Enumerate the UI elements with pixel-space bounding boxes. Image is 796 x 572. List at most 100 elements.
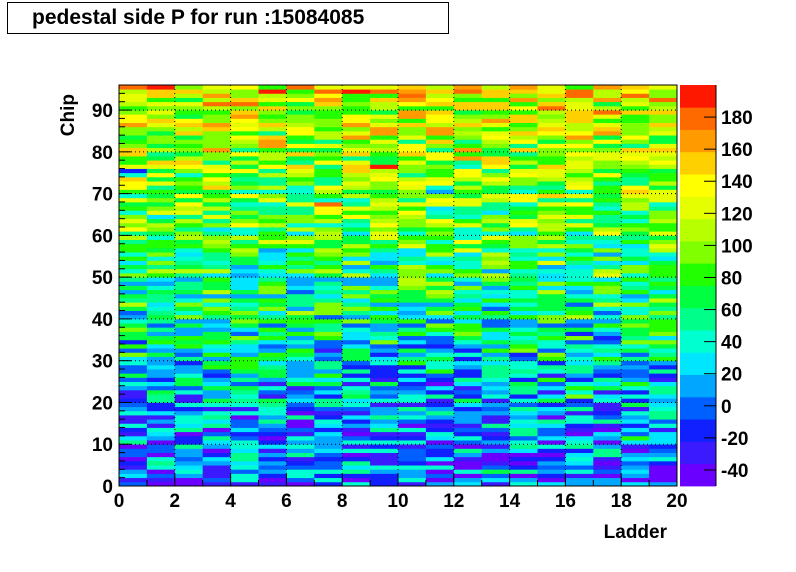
heatmap-cell — [258, 293, 287, 299]
heatmap-cell — [481, 364, 510, 370]
heatmap-cell — [453, 348, 483, 353]
heatmap-cell — [649, 394, 678, 399]
heatmap-cell — [537, 239, 566, 245]
heatmap-cell — [202, 89, 231, 94]
heatmap-cell — [425, 118, 455, 123]
heatmap-cell — [509, 385, 538, 391]
heatmap-cell — [425, 193, 455, 199]
heatmap-cell — [453, 302, 483, 307]
heatmap-cell — [649, 93, 678, 98]
heatmap-cell — [146, 268, 176, 274]
heatmap-cell — [174, 402, 204, 408]
heatmap-cell — [453, 227, 483, 232]
heatmap-cell — [146, 105, 176, 111]
heatmap-cell — [425, 481, 455, 487]
heatmap-cell — [119, 164, 148, 169]
heatmap-cell — [481, 293, 510, 299]
heatmap-cell — [119, 398, 148, 403]
heatmap-cell — [230, 247, 259, 253]
heatmap-cell — [230, 185, 259, 190]
heatmap-cell — [370, 277, 399, 282]
heatmap-cell — [230, 156, 259, 161]
heatmap-cell — [314, 130, 343, 136]
heatmap-cell — [398, 135, 427, 140]
heatmap-cell — [119, 147, 148, 153]
heatmap-cell — [342, 126, 371, 132]
heatmap-cell — [537, 318, 566, 324]
heatmap-cell — [537, 193, 566, 199]
heatmap-cell — [342, 93, 371, 98]
heatmap-cell — [286, 440, 315, 445]
heatmap-cell — [481, 402, 510, 408]
heatmap-cell — [398, 369, 427, 374]
heatmap-cell — [230, 402, 259, 408]
heatmap-cell — [398, 101, 427, 107]
heatmap-cell — [342, 189, 371, 195]
heatmap-cell — [230, 298, 259, 303]
heatmap-cell — [174, 227, 204, 232]
heatmap-cell — [621, 206, 650, 211]
heatmap-cell — [286, 314, 315, 320]
heatmap-cell — [398, 126, 427, 132]
heatmap-cell — [398, 93, 427, 98]
heatmap-cell — [453, 398, 483, 403]
heatmap-cell — [537, 414, 566, 420]
heatmap-cell — [342, 277, 371, 282]
heatmap-cell — [146, 222, 176, 228]
heatmap-cell — [202, 360, 231, 366]
heatmap-cell — [119, 373, 148, 378]
heatmap-cell — [621, 481, 650, 487]
heatmap-cell — [593, 377, 622, 382]
heatmap-cell — [593, 193, 622, 199]
heatmap-cell — [258, 139, 287, 144]
heatmap-cell — [258, 256, 287, 261]
heatmap-cell — [286, 143, 315, 149]
heatmap-cell — [202, 473, 231, 479]
heatmap-cell — [481, 448, 510, 453]
heatmap-cell — [230, 352, 259, 357]
heatmap-cell — [593, 130, 622, 136]
heatmap-cell — [146, 193, 176, 199]
heatmap-cell — [565, 289, 594, 295]
heatmap-cell — [593, 302, 622, 307]
heatmap-cell — [537, 185, 566, 190]
heatmap-cell — [593, 335, 622, 341]
heatmap-cell — [509, 181, 538, 186]
heatmap-cell — [565, 210, 594, 215]
heatmap-cell — [649, 293, 678, 299]
heatmap-cell — [649, 272, 678, 278]
heatmap-cell — [258, 231, 287, 236]
heatmap-cell — [649, 130, 678, 136]
heatmap-cell — [174, 456, 204, 462]
heatmap-cell — [425, 135, 455, 140]
heatmap-cell — [481, 314, 510, 320]
heatmap-cell — [565, 256, 594, 261]
heatmap-cell — [453, 356, 483, 362]
heatmap-cell — [370, 160, 399, 165]
heatmap-cell — [314, 473, 343, 479]
heatmap-cell — [174, 143, 204, 149]
heatmap-cell — [537, 402, 566, 408]
heatmap-cell — [481, 256, 510, 261]
heatmap-cell — [537, 85, 566, 90]
heatmap-cell — [258, 481, 287, 487]
heatmap-cell — [481, 235, 510, 240]
heatmap-cell — [370, 252, 399, 257]
heatmap-cell — [119, 189, 148, 195]
heatmap-cell — [146, 327, 176, 332]
heatmap-cell — [314, 231, 343, 236]
heatmap-cell — [649, 227, 678, 232]
heatmap-cell — [230, 314, 259, 320]
heatmap-cell — [119, 231, 148, 236]
heatmap-cell — [649, 410, 678, 416]
heatmap-cell — [258, 243, 287, 249]
heatmap-cell — [593, 181, 622, 186]
heatmap-cell — [481, 164, 510, 169]
heatmap-cell — [509, 97, 538, 103]
heatmap-cell — [146, 323, 176, 328]
heatmap-cell — [202, 285, 231, 291]
heatmap-cell — [258, 268, 287, 274]
heatmap-cell — [314, 277, 343, 282]
heatmap-cell — [565, 285, 594, 291]
heatmap-cell — [119, 318, 148, 324]
